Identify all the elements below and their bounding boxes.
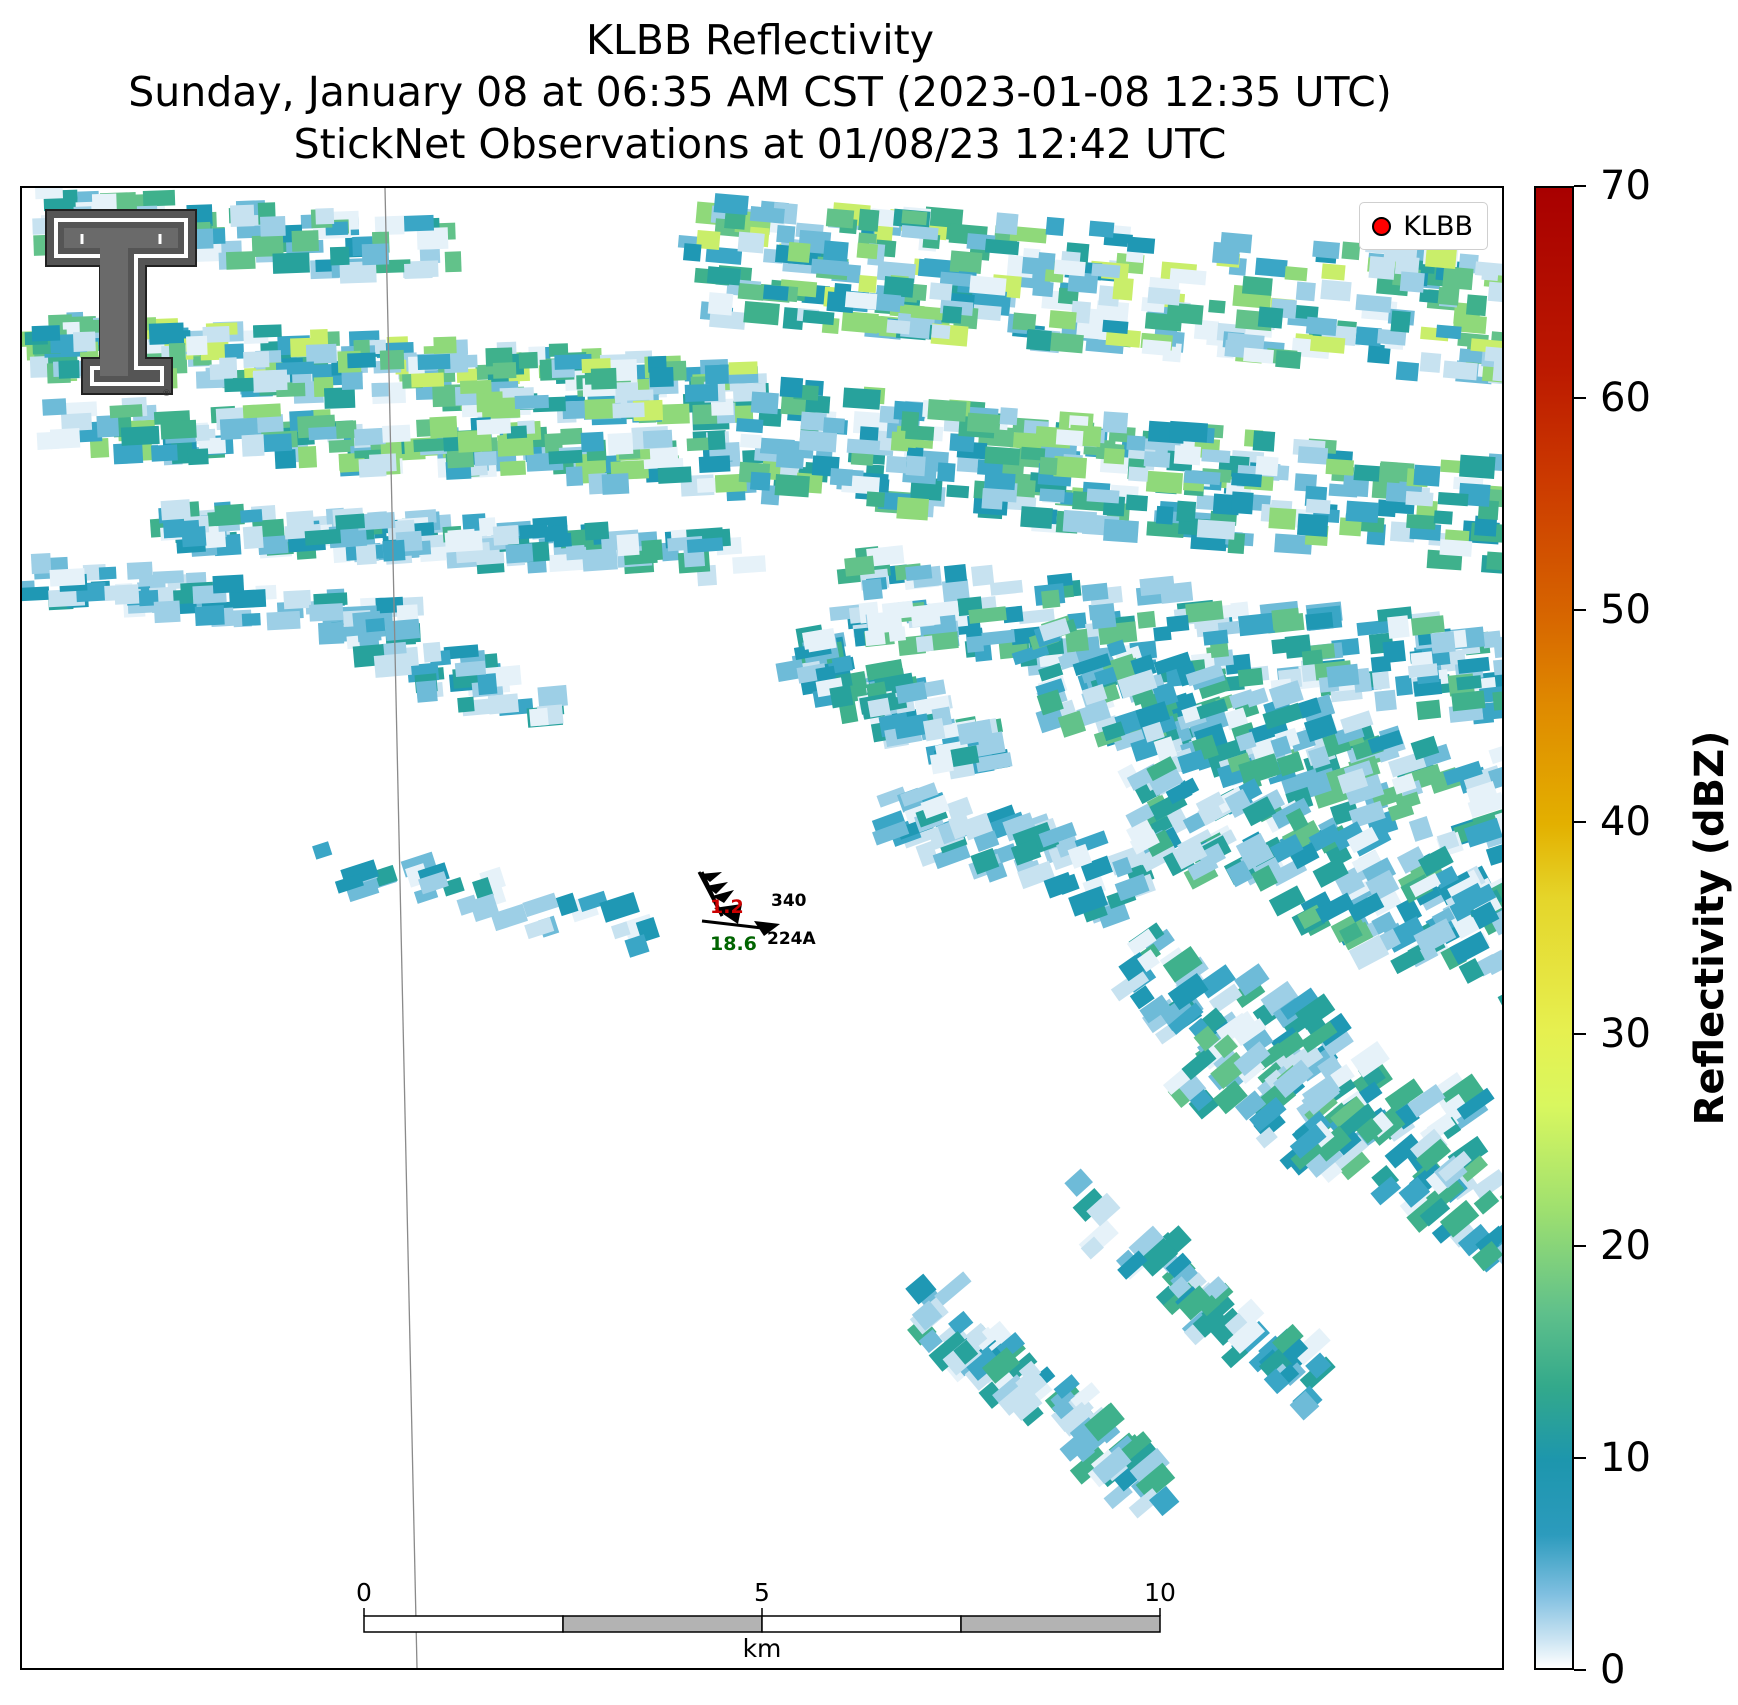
- colorbar-tick-label: 20: [1600, 1223, 1651, 1269]
- figure-title: KLBB Reflectivity Sunday, January 08 at …: [0, 14, 1520, 170]
- station-temperature: 1.2: [710, 896, 744, 918]
- colorbar-tick-mark: [1574, 1457, 1586, 1459]
- radar-map[interactable]: 1.2 340 18.6 224A ® KLBB: [20, 186, 1504, 1670]
- legend-label: KLBB: [1403, 210, 1473, 242]
- colorbar-tick-mark: [1574, 609, 1586, 611]
- map-legend: KLBB: [1359, 202, 1488, 250]
- county-boundary-line: [384, 188, 418, 1668]
- stationplot: 1.2 340 18.6 224A: [697, 871, 816, 955]
- colorbar-title: Reflectivity (dBZ): [1687, 730, 1733, 1126]
- wind-barb-flag: [712, 890, 734, 903]
- texas-tech-logo-icon: ®: [42, 208, 202, 402]
- registered-mark: ®: [162, 389, 171, 398]
- colorbar-tick-mark: [1574, 1669, 1586, 1671]
- title-datetime: Sunday, January 08 at 06:35 AM CST (2023…: [128, 68, 1392, 116]
- colorbar-tick-mark: [1574, 185, 1586, 187]
- colorbar: [1534, 186, 1574, 1670]
- reflectivity-field: 1.2 340 18.6 224A: [22, 188, 1502, 1668]
- station-dewpoint: 18.6: [710, 933, 757, 955]
- title-radar: KLBB Reflectivity: [586, 16, 934, 64]
- colorbar-tick-label: 60: [1600, 375, 1651, 421]
- colorbar-tick-label: 0: [1600, 1647, 1626, 1693]
- colorbar-tick-mark: [1574, 397, 1586, 399]
- station-id: 224A: [767, 929, 816, 949]
- colorbar-tick-mark: [1574, 821, 1586, 823]
- wind-barb-shaft-2: [701, 919, 763, 930]
- title-observations: StickNet Observations at 01/08/23 12:42 …: [293, 120, 1227, 168]
- colorbar-tick-label: 30: [1600, 1011, 1651, 1057]
- colorbar-tick-label: 70: [1600, 163, 1651, 209]
- colorbar-tick-label: 50: [1600, 587, 1651, 633]
- colorbar-tick-label: 40: [1600, 799, 1651, 845]
- colorbar-tick-mark: [1574, 1245, 1586, 1247]
- colorbar-tick-label: 10: [1600, 1435, 1651, 1481]
- station-id-north: 340: [771, 891, 807, 911]
- colorbar-tick-mark: [1574, 1033, 1586, 1035]
- klbb-marker-icon: [1372, 216, 1392, 236]
